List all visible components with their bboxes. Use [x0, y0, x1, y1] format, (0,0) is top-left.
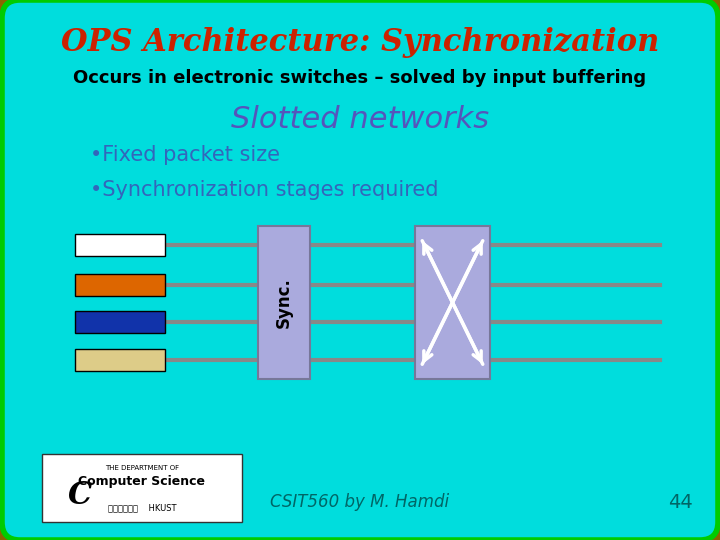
Text: 44: 44 [667, 492, 693, 511]
Text: Sync.: Sync. [275, 277, 293, 328]
Text: •Synchronization stages required: •Synchronization stages required [90, 180, 438, 200]
Bar [75, 311, 165, 333]
Text: Occurs in electronic switches – solved by input buffering: Occurs in electronic switches – solved b… [73, 69, 647, 87]
Bar [415, 226, 490, 379]
Bar [75, 349, 165, 371]
Text: OPS Architecture: Synchronization: OPS Architecture: Synchronization [61, 26, 659, 57]
Text: 計算機科學系    HKUST: 計算機科學系 HKUST [108, 503, 176, 512]
Text: Slotted networks: Slotted networks [231, 105, 489, 134]
Bar [75, 234, 165, 256]
Text: C: C [68, 481, 92, 511]
Text: •Fixed packet size: •Fixed packet size [90, 145, 280, 165]
Text: CSIT560 by M. Hamdi: CSIT560 by M. Hamdi [271, 493, 449, 511]
Bar [258, 226, 310, 379]
Bar [75, 274, 165, 296]
Bar [42, 454, 242, 522]
Text: Computer Science: Computer Science [78, 476, 205, 489]
Text: THE DEPARTMENT OF: THE DEPARTMENT OF [105, 465, 179, 471]
